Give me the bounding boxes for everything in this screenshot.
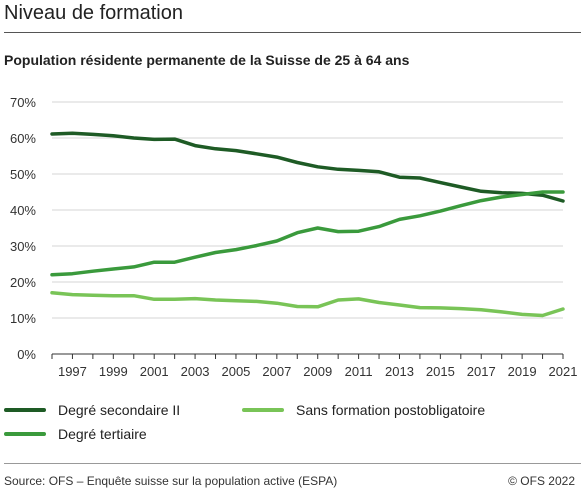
y-tick-label: 70%: [10, 95, 36, 110]
y-tick-label: 10%: [10, 311, 36, 326]
x-tick-label: 2017: [467, 364, 496, 379]
x-tick-label: 2007: [262, 364, 291, 379]
x-tick-label: 2013: [385, 364, 414, 379]
x-tick-label: 2001: [140, 364, 169, 379]
series-line-2: [50, 291, 565, 318]
line-chart: 0% 10% 20% 30% 40% 50% 60% 70% 1997 1999 2001 2003 2…: [10, 95, 577, 379]
y-tick-label: 50%: [10, 167, 36, 182]
legend-swatch-sans-formation: [242, 408, 284, 412]
series-line-0: [50, 131, 565, 203]
y-tick-label: 20%: [10, 275, 36, 290]
x-tick-label: 2005: [221, 364, 250, 379]
series-line-1: [50, 190, 565, 277]
x-tick-label: 2019: [508, 364, 537, 379]
legend-swatch-secondaire: [4, 408, 46, 412]
y-tick-label: 40%: [10, 203, 36, 218]
grid-layer: [52, 101, 563, 355]
chart-subtitle: Population résidente permanente de la Su…: [4, 52, 410, 68]
legend-item-sans-formation: Sans formation postobligatoire: [242, 402, 485, 418]
series-layer: [50, 131, 565, 318]
legend-label-sans-formation: Sans formation postobligatoire: [296, 402, 486, 418]
legend-label-secondaire: Degré secondaire II: [58, 402, 181, 418]
x-tick-label: 1999: [99, 364, 128, 379]
x-tick-label: 2003: [181, 364, 210, 379]
y-tick-label: 30%: [10, 239, 36, 254]
copyright-note: © OFS 2022: [508, 474, 575, 488]
y-tick-label: 0%: [17, 347, 36, 362]
legend-item-tertiaire: Degré tertiaire: [4, 426, 147, 442]
legend-swatch-tertiaire: [4, 432, 46, 436]
page-title: Niveau de formation: [4, 2, 183, 24]
source-note: Source: OFS – Enquête suisse sur la popu…: [4, 474, 338, 488]
footer-divider: [4, 463, 581, 464]
x-tick-label: 2009: [303, 364, 332, 379]
x-tick-label: 1997: [58, 364, 87, 379]
x-tick-label: 2011: [345, 364, 373, 379]
x-tick-label: 2015: [426, 364, 455, 379]
legend-item-secondaire: Degré secondaire II: [4, 402, 180, 418]
title-divider: [4, 32, 581, 33]
axis-layer: 0% 10% 20% 30% 40% 50% 60% 70% 1997 1999 2001 2003 2…: [10, 95, 577, 379]
legend-label-tertiaire: Degré tertiaire: [58, 426, 147, 442]
x-tick-label: 2021: [549, 364, 578, 379]
y-tick-label: 60%: [10, 131, 36, 146]
